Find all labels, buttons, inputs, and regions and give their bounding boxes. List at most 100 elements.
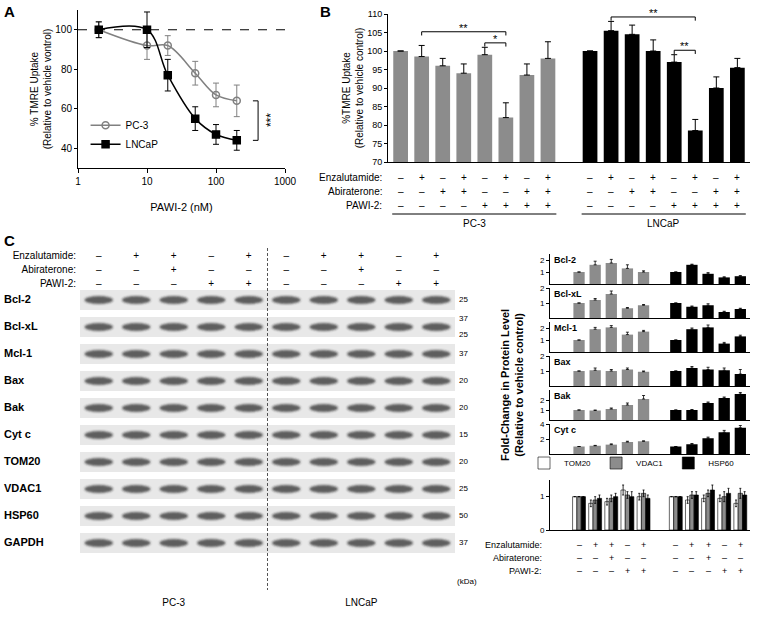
svg-text:–: – bbox=[398, 200, 404, 211]
svg-text:+: + bbox=[713, 186, 719, 197]
svg-text:% TMRE Uptake(Relative to vehi: % TMRE Uptake(Relative to vehicle vontro… bbox=[29, 29, 53, 150]
svg-text:1: 1 bbox=[540, 406, 545, 415]
svg-text:–: – bbox=[396, 264, 402, 275]
svg-text:–: – bbox=[440, 200, 446, 211]
svg-text:+: + bbox=[692, 172, 698, 183]
svg-text:–: – bbox=[706, 566, 711, 576]
svg-text:–: – bbox=[503, 186, 509, 197]
svg-text:HSP60: HSP60 bbox=[708, 459, 734, 468]
svg-text:–: – bbox=[577, 553, 582, 563]
svg-text:+: + bbox=[482, 200, 488, 211]
svg-text:Abiraterone:: Abiraterone: bbox=[493, 553, 542, 563]
svg-text:40: 40 bbox=[61, 143, 73, 154]
svg-text:2: 2 bbox=[540, 435, 545, 444]
svg-text:Bcl-xL: Bcl-xL bbox=[554, 289, 582, 299]
svg-text:+: + bbox=[440, 186, 446, 197]
svg-text:–: – bbox=[208, 250, 214, 261]
svg-text:–: – bbox=[689, 566, 694, 576]
svg-text:+: + bbox=[734, 200, 740, 211]
svg-text:+: + bbox=[358, 264, 364, 275]
svg-text:1: 1 bbox=[75, 176, 81, 187]
svg-text:*: * bbox=[493, 33, 498, 45]
svg-text:PAWI-2:: PAWI-2: bbox=[40, 278, 76, 289]
svg-text:+: + bbox=[650, 172, 656, 183]
svg-text:2: 2 bbox=[540, 284, 545, 293]
svg-text:–: – bbox=[398, 172, 404, 183]
svg-text:%TMRE Uptake(Relative to vehic: %TMRE Uptake(Relative to vehicle control… bbox=[341, 28, 365, 149]
svg-text:37: 37 bbox=[459, 314, 468, 323]
svg-text:–: – bbox=[671, 186, 677, 197]
svg-text:–: – bbox=[673, 540, 678, 550]
svg-text:TOM20: TOM20 bbox=[564, 459, 591, 468]
svg-text:C: C bbox=[4, 232, 15, 249]
svg-text:–: – bbox=[608, 186, 614, 197]
svg-text:+: + bbox=[609, 553, 614, 563]
svg-text:–: – bbox=[96, 250, 102, 261]
svg-text:+: + bbox=[545, 200, 551, 211]
svg-text:**: ** bbox=[649, 7, 658, 19]
svg-text:–: – bbox=[433, 264, 439, 275]
svg-text:–: – bbox=[283, 250, 289, 261]
svg-text:–: – bbox=[321, 264, 327, 275]
svg-text:Bax: Bax bbox=[4, 374, 25, 386]
svg-text:Fold-Change in Protein Level(R: Fold-Change in Protein Level(Relative to… bbox=[499, 309, 525, 461]
svg-text:–: – bbox=[609, 566, 614, 576]
svg-text:90: 90 bbox=[372, 83, 382, 93]
svg-text:LNCaP: LNCaP bbox=[345, 597, 378, 608]
svg-text:+: + bbox=[358, 250, 364, 261]
svg-text:4: 4 bbox=[540, 420, 545, 429]
svg-text:+: + bbox=[706, 540, 711, 550]
svg-text:+: + bbox=[524, 200, 530, 211]
svg-text:+: + bbox=[246, 278, 252, 289]
svg-text:+: + bbox=[629, 186, 635, 197]
svg-text:–: – bbox=[722, 540, 727, 550]
svg-text:75: 75 bbox=[372, 139, 382, 149]
svg-text:+: + bbox=[706, 553, 711, 563]
svg-text:–: – bbox=[246, 264, 252, 275]
svg-text:–: – bbox=[608, 200, 614, 211]
svg-text:–: – bbox=[283, 278, 289, 289]
svg-text:60: 60 bbox=[61, 103, 73, 114]
svg-text:+: + bbox=[208, 278, 214, 289]
svg-text:+: + bbox=[461, 172, 467, 183]
svg-text:+: + bbox=[609, 540, 614, 550]
svg-text:50: 50 bbox=[459, 511, 468, 520]
svg-text:+: + bbox=[738, 540, 743, 550]
svg-text:–: – bbox=[461, 200, 467, 211]
svg-text:+: + bbox=[545, 172, 551, 183]
svg-text:1: 1 bbox=[540, 336, 545, 345]
svg-text:–: – bbox=[482, 172, 488, 183]
svg-text:1: 1 bbox=[540, 367, 545, 376]
svg-text:+: + bbox=[625, 566, 630, 576]
svg-text:Mcl-1: Mcl-1 bbox=[4, 347, 32, 359]
svg-text:25: 25 bbox=[459, 484, 468, 493]
svg-text:HSP60: HSP60 bbox=[4, 509, 39, 521]
svg-text:2: 2 bbox=[540, 352, 545, 361]
svg-text:VDAC1: VDAC1 bbox=[636, 459, 663, 468]
svg-text:+: + bbox=[545, 186, 551, 197]
svg-text:+: + bbox=[692, 200, 698, 211]
svg-text:Cyt c: Cyt c bbox=[554, 425, 576, 435]
svg-text:–: – bbox=[587, 172, 593, 183]
svg-text:+: + bbox=[171, 264, 177, 275]
svg-text:–: – bbox=[419, 200, 425, 211]
svg-text:15: 15 bbox=[459, 430, 468, 439]
svg-text:–: – bbox=[321, 278, 327, 289]
svg-text:+: + bbox=[461, 186, 467, 197]
svg-text:LNCaP: LNCaP bbox=[126, 139, 159, 150]
svg-text:+: + bbox=[734, 172, 740, 183]
svg-text:–: – bbox=[398, 186, 404, 197]
svg-text:**: ** bbox=[680, 40, 689, 52]
svg-text:TOM20: TOM20 bbox=[4, 455, 40, 467]
svg-text:PAWI-2 (nM): PAWI-2 (nM) bbox=[150, 201, 212, 213]
svg-text:–: – bbox=[419, 186, 425, 197]
svg-text:Bak: Bak bbox=[4, 401, 25, 413]
svg-text:105: 105 bbox=[367, 28, 382, 38]
svg-text:0: 0 bbox=[540, 526, 545, 535]
svg-text:Enzalutamide:: Enzalutamide: bbox=[485, 540, 542, 550]
svg-text:Enzalutamide:: Enzalutamide: bbox=[319, 172, 382, 183]
svg-text:+: + bbox=[713, 200, 719, 211]
svg-text:+: + bbox=[433, 278, 439, 289]
svg-text:–: – bbox=[625, 553, 630, 563]
svg-text:PC-3: PC-3 bbox=[463, 218, 486, 229]
